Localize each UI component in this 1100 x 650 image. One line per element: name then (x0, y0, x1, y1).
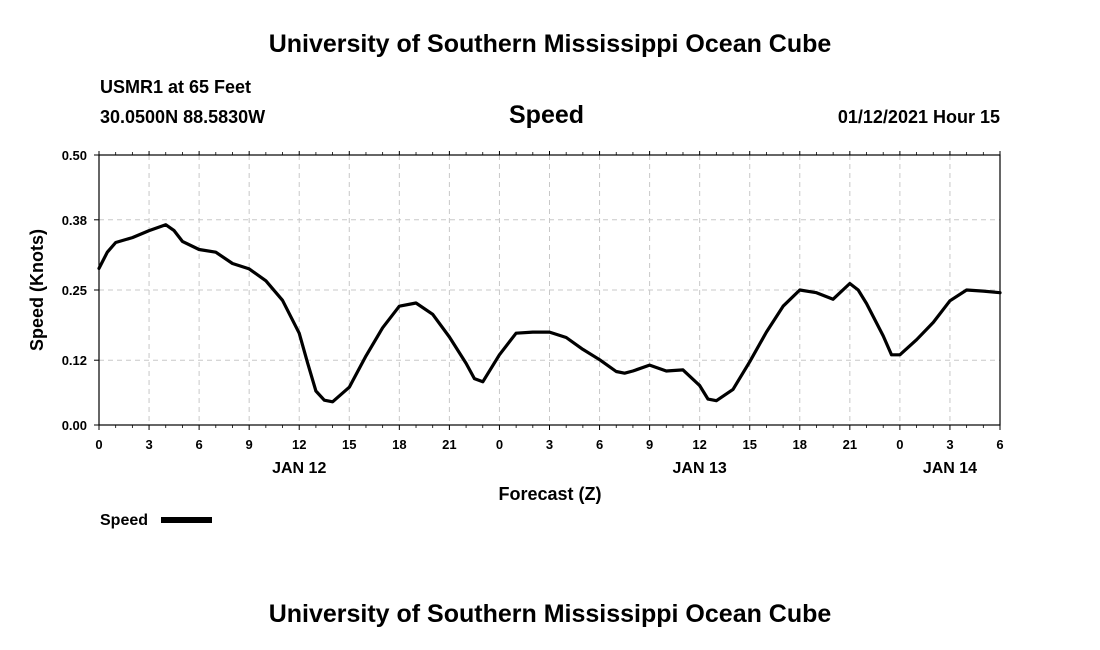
y-tick-label: 0.00 (62, 418, 87, 433)
plot-frame (98, 154, 1001, 426)
x-tick-label: 18 (392, 437, 406, 452)
x-tick-label: 12 (692, 437, 706, 452)
y-axis-title: Speed (Knots) (27, 229, 47, 351)
y-tick-labels: 0.00 0.12 0.25 0.38 0.50 (62, 148, 87, 433)
x-tick-label: 9 (646, 437, 653, 452)
footer-title: University of Southern Mississippi Ocean… (268, 600, 832, 628)
grid-lines (99, 155, 1000, 425)
legend: Speed (100, 512, 212, 529)
forecast-timestamp: 01/12/2021 Hour 15 (837, 107, 1000, 127)
x-tick-label: 6 (195, 437, 202, 452)
x-tick-label: 15 (742, 437, 756, 452)
date-label: JAN 14 (923, 460, 977, 477)
speed-series-line (97, 223, 1002, 404)
x-tick-label: 21 (442, 437, 456, 452)
date-label: JAN 13 (673, 460, 727, 477)
station-label: USMR1 at 65 Feet (100, 77, 252, 97)
station-coordinates: 30.0500N 88.5830W (100, 107, 266, 127)
x-tick-label: 3 (946, 437, 953, 452)
x-tick-label: 3 (145, 437, 152, 452)
x-tick-label: 6 (996, 437, 1003, 452)
x-tick-label: 12 (292, 437, 306, 452)
legend-label: Speed (100, 512, 148, 529)
x-tick-label: 9 (246, 437, 253, 452)
page-title: University of Southern Mississippi Ocean… (268, 30, 832, 58)
y-tick-label: 0.25 (62, 283, 87, 298)
y-tick-label: 0.38 (62, 213, 87, 228)
date-labels: JAN 12 JAN 13 JAN 14 (272, 460, 977, 477)
x-tick-label: 6 (596, 437, 603, 452)
legend-line-swatch (161, 517, 212, 523)
y-tick-label: 0.12 (62, 353, 87, 368)
x-tick-label: 0 (896, 437, 903, 452)
x-tick-label: 0 (95, 437, 102, 452)
chart-title: Speed (509, 101, 585, 129)
x-tick-label: 3 (546, 437, 553, 452)
x-axis-title: Forecast (Z) (498, 484, 601, 504)
x-tick-label: 0 (496, 437, 503, 452)
x-tick-labels: 0 3 6 9 12 15 18 21 0 3 6 9 12 15 18 21 0 3 6 (95, 437, 1003, 452)
x-tick-label: 15 (342, 437, 356, 452)
y-tick-label: 0.50 (62, 148, 87, 163)
date-label: JAN 12 (272, 460, 326, 477)
x-tick-label: 18 (793, 437, 807, 452)
x-tick-label: 21 (843, 437, 857, 452)
